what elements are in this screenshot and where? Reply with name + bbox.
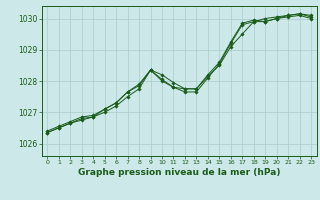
X-axis label: Graphe pression niveau de la mer (hPa): Graphe pression niveau de la mer (hPa) <box>78 168 280 177</box>
